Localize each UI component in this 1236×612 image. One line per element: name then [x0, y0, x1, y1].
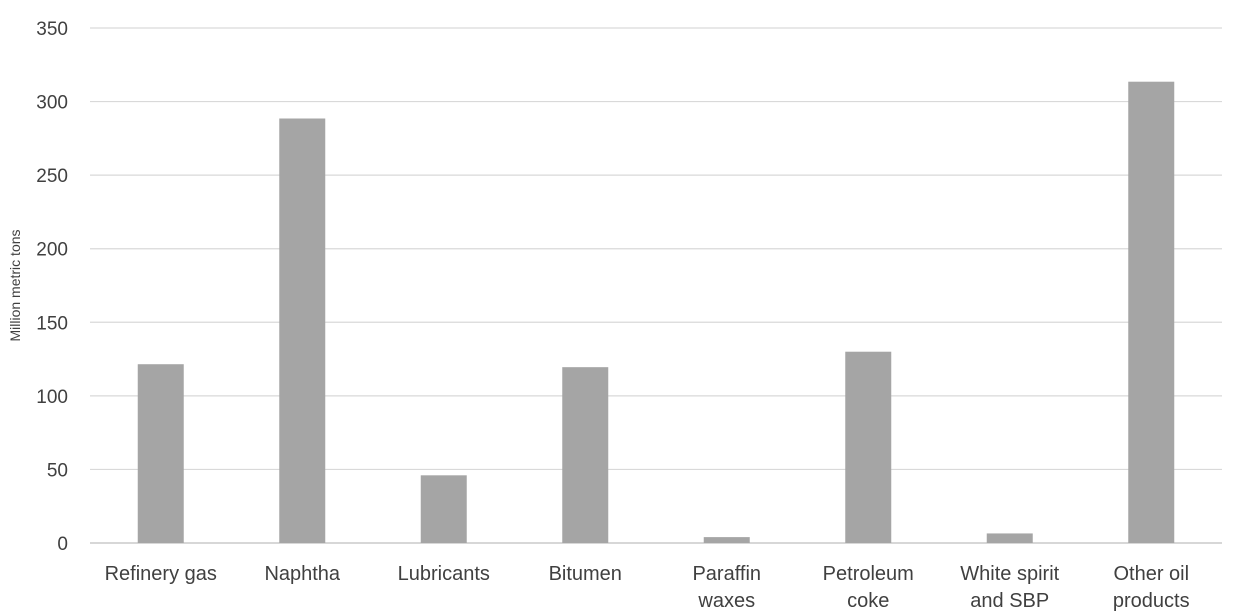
- x-tick-label: Refinery gas: [105, 563, 217, 585]
- y-tick-label: 150: [36, 313, 68, 334]
- x-tick-label: Naphtha: [264, 563, 340, 585]
- bars: [137, 81, 1175, 543]
- bar: [420, 475, 467, 543]
- y-tick-label: 0: [57, 534, 68, 555]
- y-axis-label: Million metric tons: [7, 229, 23, 341]
- gridlines: [90, 27, 1222, 544]
- x-tick-label: Lubricants: [398, 563, 490, 585]
- x-axis-ticks: Refinery gas Naphtha Lubricants Bitumen Para…: [105, 563, 1190, 612]
- bar: [703, 537, 750, 543]
- bar: [279, 118, 326, 543]
- bar: [562, 367, 609, 543]
- bar: [845, 351, 892, 543]
- y-tick-label: 100: [36, 387, 68, 408]
- x-tick-label: Other oil products: [1113, 563, 1190, 612]
- x-tick-label: Paraffin waxes: [692, 563, 761, 612]
- bar: [1128, 81, 1175, 543]
- x-tick-label: Bitumen: [549, 563, 622, 585]
- y-tick-label: 250: [36, 166, 68, 187]
- bar: [986, 533, 1033, 543]
- x-tick-label: Petroleum coke: [823, 563, 914, 612]
- y-tick-label: 350: [36, 19, 68, 40]
- y-tick-label: 200: [36, 240, 68, 261]
- x-tick-label: White spirit and SBP: [960, 563, 1059, 612]
- y-tick-label: 50: [47, 460, 68, 481]
- bar: [137, 364, 184, 543]
- y-axis-ticks: 0 50 100 150 200 250 300 350: [36, 19, 68, 555]
- y-tick-label: 300: [36, 93, 68, 114]
